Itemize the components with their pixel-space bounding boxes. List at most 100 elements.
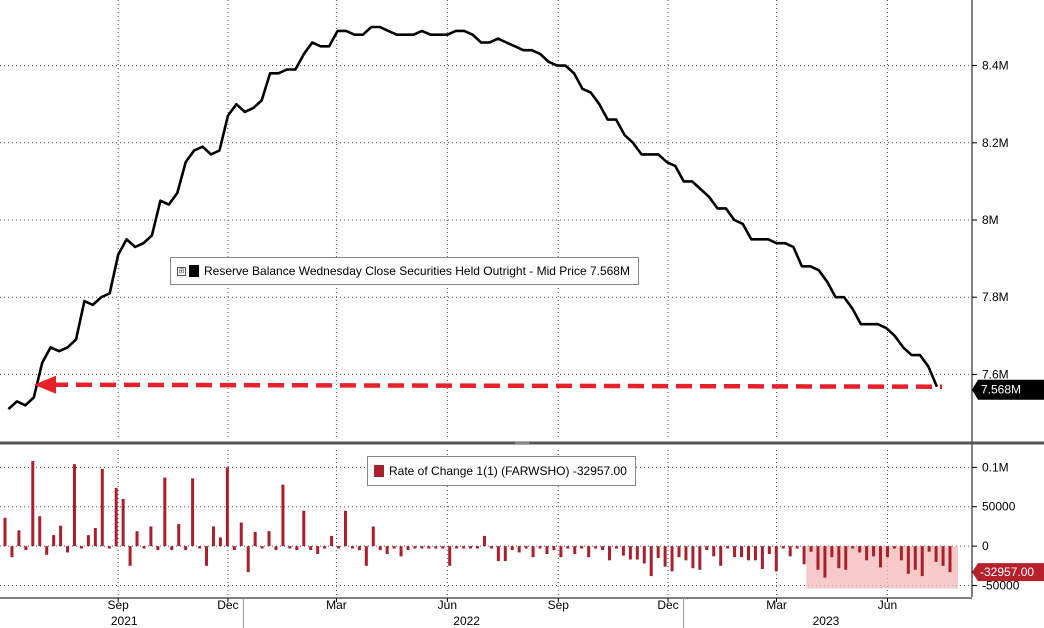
bar bbox=[128, 546, 132, 566]
y-tick-label: 8.2M bbox=[982, 136, 1009, 150]
bar bbox=[608, 546, 612, 561]
axis-labels: 8.4M 8.2M 8M 7.8M 7.6M 0.1M 50000 0 -50000 Sep Dec… bbox=[107, 59, 1019, 628]
x-month-label: Sep bbox=[548, 598, 570, 612]
bar bbox=[767, 546, 771, 555]
bar bbox=[927, 546, 931, 552]
line-swatch-icon bbox=[189, 265, 199, 277]
bar bbox=[135, 531, 139, 547]
x-month-label: Jun bbox=[878, 598, 897, 612]
bar bbox=[510, 546, 514, 551]
bar bbox=[184, 546, 188, 551]
bar bbox=[885, 546, 889, 558]
bar bbox=[746, 546, 750, 561]
bar bbox=[385, 546, 389, 555]
bar bbox=[121, 498, 125, 547]
bar bbox=[733, 546, 737, 558]
bar bbox=[239, 522, 243, 547]
bar bbox=[427, 546, 431, 549]
bar bbox=[253, 531, 257, 547]
bar bbox=[830, 546, 834, 558]
bar bbox=[434, 546, 438, 549]
bar bbox=[469, 546, 473, 549]
bar bbox=[851, 546, 855, 549]
bar bbox=[601, 546, 605, 551]
y-tick-label: 0.1M bbox=[982, 460, 1009, 474]
bar bbox=[663, 546, 667, 567]
bar bbox=[31, 461, 35, 547]
bar bbox=[142, 546, 146, 549]
bar bbox=[378, 546, 382, 551]
bar bbox=[205, 546, 209, 566]
x-month-label: Mar bbox=[766, 598, 787, 612]
bar bbox=[899, 546, 903, 561]
bar bbox=[100, 468, 104, 547]
bar bbox=[642, 546, 646, 564]
bar bbox=[677, 546, 681, 558]
bar bbox=[573, 546, 577, 555]
last-bar-value-badge bbox=[972, 563, 1044, 582]
y-tick-label: 7.6M bbox=[982, 367, 1009, 381]
bar bbox=[594, 546, 598, 549]
bar bbox=[552, 546, 556, 551]
x-month-label: Jun bbox=[438, 598, 457, 612]
bar bbox=[656, 546, 660, 558]
bar bbox=[538, 546, 542, 549]
bottom-legend[interactable]: Rate of Change 1(1) (FARWSHO) -32957.00 bbox=[367, 456, 636, 486]
bar bbox=[837, 546, 841, 569]
bar bbox=[3, 517, 7, 547]
bar bbox=[316, 546, 320, 555]
bar bbox=[17, 530, 21, 547]
bar bbox=[628, 546, 632, 560]
bar bbox=[260, 546, 264, 549]
bar bbox=[906, 546, 910, 574]
bar bbox=[149, 526, 153, 547]
bar bbox=[45, 546, 49, 555]
bar bbox=[858, 546, 862, 553]
bar bbox=[441, 546, 445, 549]
bar bbox=[614, 546, 618, 549]
bar bbox=[350, 546, 354, 549]
last-value-label: 7.568M bbox=[981, 383, 1021, 397]
bar bbox=[795, 546, 799, 549]
y-tick-label: -50000 bbox=[982, 579, 1020, 593]
y-tick-label: 50000 bbox=[982, 500, 1016, 514]
top-legend[interactable]: ⊞ Reserve Balance Wednesday Close Securi… bbox=[170, 257, 639, 285]
bar bbox=[462, 546, 466, 549]
bar bbox=[753, 546, 757, 561]
bar bbox=[448, 546, 452, 566]
bar bbox=[86, 535, 90, 547]
bar bbox=[934, 546, 938, 562]
last-value-tags: 7.568M -32957.00 bbox=[972, 379, 1044, 582]
bar bbox=[177, 524, 181, 547]
bar bbox=[823, 546, 827, 578]
bar bbox=[719, 546, 723, 566]
bar bbox=[740, 546, 744, 558]
bar bbox=[246, 546, 250, 573]
bar bbox=[72, 464, 76, 547]
bar bbox=[517, 546, 521, 553]
top-panel-grid bbox=[0, 0, 972, 440]
bar bbox=[330, 535, 334, 547]
y-tick-label: 0 bbox=[982, 539, 989, 553]
bar bbox=[802, 546, 806, 565]
bar bbox=[712, 546, 716, 557]
bar bbox=[364, 546, 368, 566]
bar bbox=[38, 516, 42, 547]
bar bbox=[941, 546, 945, 566]
bar bbox=[698, 546, 702, 570]
bar bbox=[406, 546, 410, 551]
bar bbox=[232, 546, 236, 551]
bar bbox=[580, 546, 584, 549]
top-legend-label: Reserve Balance Wednesday Close Securiti… bbox=[204, 264, 630, 278]
bar bbox=[496, 546, 500, 562]
y-tick-label: 7.8M bbox=[982, 290, 1009, 304]
bar bbox=[371, 526, 375, 547]
bar bbox=[302, 510, 306, 547]
bar bbox=[420, 546, 424, 549]
bar bbox=[482, 535, 486, 547]
arrow-shaft bbox=[51, 382, 943, 389]
bar bbox=[760, 546, 764, 569]
bar bbox=[726, 546, 730, 549]
bar bbox=[649, 546, 653, 577]
expand-icon[interactable]: ⊞ bbox=[177, 266, 186, 276]
